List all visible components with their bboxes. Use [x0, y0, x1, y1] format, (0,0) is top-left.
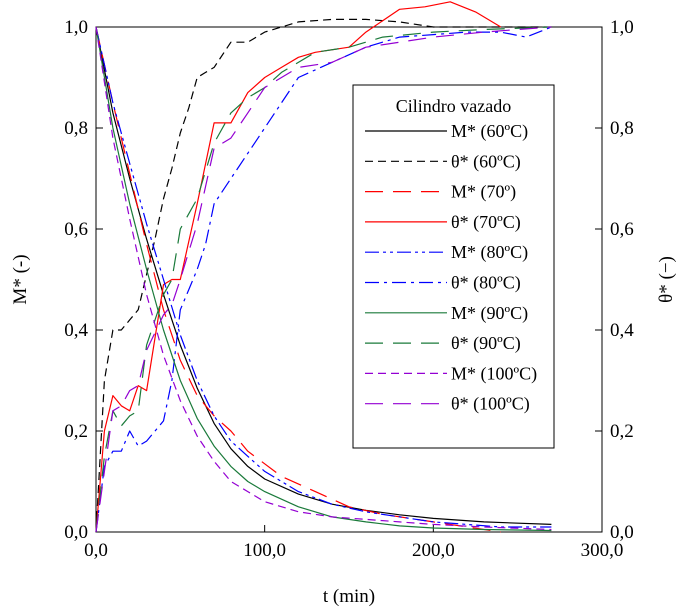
y2-axis-title: θ* (−) — [656, 256, 677, 303]
legend-label: M* (70º) — [451, 182, 516, 203]
y-tick-label-left: 0,8 — [64, 118, 88, 139]
series-line-6 — [95, 26, 552, 533]
legend-label: M* (90ºC) — [451, 303, 528, 324]
series-line-8 — [95, 26, 552, 533]
y-tick-label-left: 0,4 — [64, 320, 88, 341]
y-tick-label-left: 0,2 — [64, 421, 88, 442]
legend-title: Cilindro vazado — [396, 96, 511, 116]
plot-frame — [95, 26, 603, 533]
x-tick-label: 200,0 — [412, 540, 455, 561]
series-line-7 — [95, 26, 552, 532]
y-tick-label-left: 0,0 — [64, 522, 88, 543]
y-tick-label-right: 0,2 — [610, 421, 634, 442]
y-tick-label-right: 0,8 — [610, 118, 634, 139]
legend-label: M* (60ºC) — [451, 121, 528, 142]
x-tick-label: 0,0 — [84, 540, 108, 561]
y-axis-title: M* (-) — [10, 254, 31, 304]
legend-label: θ* (80ºC) — [451, 273, 521, 294]
y-tick-label-right: 1,0 — [610, 17, 634, 38]
x-tick-label: 300,0 — [581, 540, 624, 561]
series-line-3 — [95, 26, 501, 533]
series-line-1 — [95, 26, 552, 525]
legend-label: θ* (100ºC) — [451, 394, 530, 415]
legend-label: θ* (70ºC) — [451, 212, 521, 233]
y-tick-label-right: 0,0 — [610, 522, 634, 543]
series-layer — [95, 1, 552, 533]
axes: 0,0 100,0 200,0 300,00,0 0,00,2 0,20,4 0,40,6 0… — [10, 17, 677, 607]
legend-label: M* (100ºC) — [451, 363, 537, 384]
x-axis-title: t (min) — [323, 586, 375, 607]
x-tick-label: 100,0 — [243, 540, 286, 561]
legend-label: θ* (60ºC) — [451, 151, 521, 172]
y-tick-label-left: 1,0 — [64, 17, 88, 38]
series-line-5 — [95, 26, 552, 528]
legend-label: M* (80ºC) — [451, 242, 528, 263]
legend-label: θ* (90ºC) — [451, 333, 521, 354]
legend: Cilindro vazado M* (60ºC) θ* (60ºC) M* (70º… — [352, 84, 555, 449]
y-tick-label-left: 0,6 — [64, 219, 88, 240]
series-line-10 — [95, 26, 552, 533]
y-tick-label-right: 0,4 — [610, 320, 634, 341]
series-line-4 — [95, 1, 502, 533]
series-line-2 — [95, 18, 552, 533]
y-tick-label-right: 0,6 — [610, 219, 634, 240]
legend-box — [352, 84, 555, 449]
